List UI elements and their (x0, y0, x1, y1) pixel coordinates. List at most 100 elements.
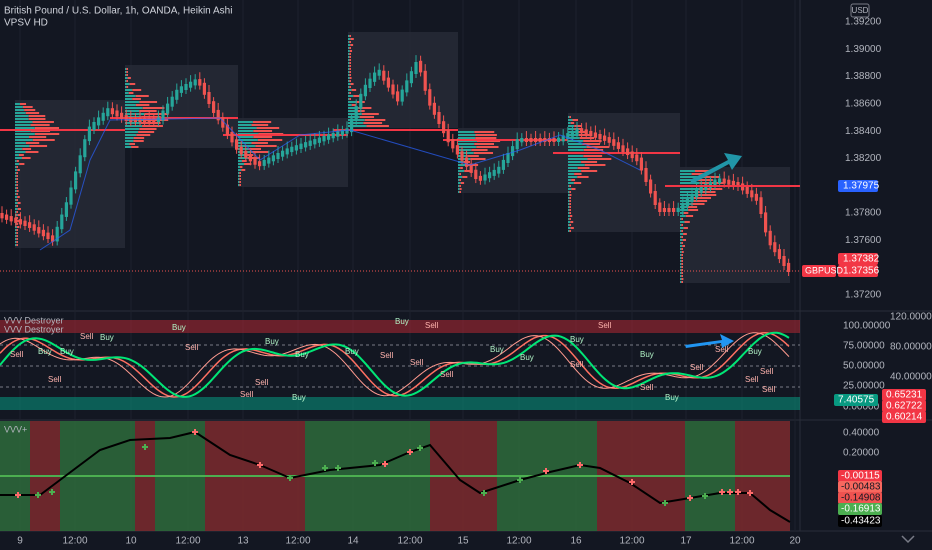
signal-label: Sell (380, 351, 394, 360)
candle (727, 179, 731, 185)
signal-cross (257, 462, 263, 468)
signal-cross (142, 444, 148, 450)
candle (400, 89, 404, 102)
candle (78, 155, 82, 174)
signal-cross (192, 429, 198, 435)
candle (736, 182, 740, 187)
candle (9, 216, 13, 222)
signal-label: Sell (10, 350, 24, 359)
signal-cross (407, 449, 413, 455)
candle (32, 224, 36, 231)
candle (156, 117, 160, 122)
candle (0, 213, 4, 219)
candle (51, 235, 55, 242)
price-badge-label: 1.37356 (843, 266, 880, 277)
candle (377, 69, 381, 76)
signal-label: Buy (38, 347, 52, 356)
candle (138, 118, 142, 122)
candle (97, 117, 101, 126)
osc-tick-label: 50.00000 (843, 361, 885, 372)
time-label: 20 (789, 536, 801, 547)
candle (681, 203, 685, 212)
candle (28, 222, 32, 228)
candle (391, 84, 395, 95)
candle (639, 157, 643, 171)
signal-label: Buy (295, 350, 309, 359)
osc-badge-label: 0.60214 (886, 412, 923, 423)
signal-label: Buy (265, 337, 279, 346)
candle (708, 181, 712, 188)
osc-badge (882, 389, 926, 401)
candle (497, 166, 501, 174)
signal-cross (662, 500, 668, 506)
candle (787, 262, 791, 272)
candle (621, 145, 625, 152)
signal-label: Sell (80, 332, 94, 341)
candle (745, 186, 749, 194)
price-tick-label: 1.39000 (845, 44, 882, 55)
candle (451, 139, 455, 149)
candle (713, 179, 717, 186)
signal-label: Sell (690, 363, 704, 372)
signal-cross (543, 468, 549, 474)
vvv-badge (838, 481, 882, 493)
candle (267, 157, 271, 164)
candle (285, 148, 289, 155)
signal-label: Sell (255, 378, 269, 387)
price-badge (838, 253, 878, 265)
signal-label: Sell (410, 358, 424, 367)
candle (676, 207, 680, 212)
candle (607, 137, 611, 143)
candle (386, 77, 390, 88)
candle (363, 84, 367, 97)
candle (667, 208, 671, 212)
candle (589, 130, 593, 137)
candle (773, 242, 777, 253)
signal-label: Sell (185, 343, 199, 352)
candle (672, 208, 676, 212)
signal-cross (727, 489, 733, 495)
signal-cross (735, 489, 741, 495)
signal-label: Sell (745, 375, 759, 384)
price-tick-label: 1.37200 (845, 290, 882, 301)
candle (616, 142, 620, 149)
chart-title: British Pound / U.S. Dollar, 1h, OANDA, … (4, 6, 232, 17)
candle (699, 186, 703, 193)
candle (419, 60, 423, 73)
signal-cross (372, 460, 378, 466)
signal-label: Buy (172, 323, 186, 332)
price-tick-label: 1.38200 (845, 153, 882, 164)
signal-cross (719, 489, 725, 495)
candle (405, 80, 409, 93)
signal-label: Sell (715, 345, 729, 354)
signal-label: Sell (640, 383, 654, 392)
candle (630, 151, 634, 159)
candle (570, 130, 574, 137)
candle (179, 86, 183, 93)
candle (414, 62, 418, 74)
vvv-badge-label: -0.00483 (841, 482, 881, 493)
candle (258, 161, 262, 167)
candle (690, 194, 694, 202)
signal-label: Sell (570, 360, 584, 369)
candle (511, 146, 515, 157)
osc-badge (882, 411, 926, 423)
candle (74, 171, 78, 190)
settings-icon (901, 535, 915, 544)
candle (202, 82, 206, 95)
candle (538, 138, 542, 142)
candle (529, 138, 533, 142)
candle (432, 102, 436, 115)
oscillator-label: VVV Destroyer (4, 324, 64, 334)
candle (731, 180, 735, 186)
candle (626, 148, 630, 156)
candle (534, 138, 538, 142)
candle (193, 79, 197, 86)
candle (764, 212, 768, 233)
signal-label: Buy (520, 353, 534, 362)
candle (524, 138, 528, 142)
signal-label: Buy (490, 345, 504, 354)
osc-tick-label: 25.00000 (843, 381, 885, 392)
